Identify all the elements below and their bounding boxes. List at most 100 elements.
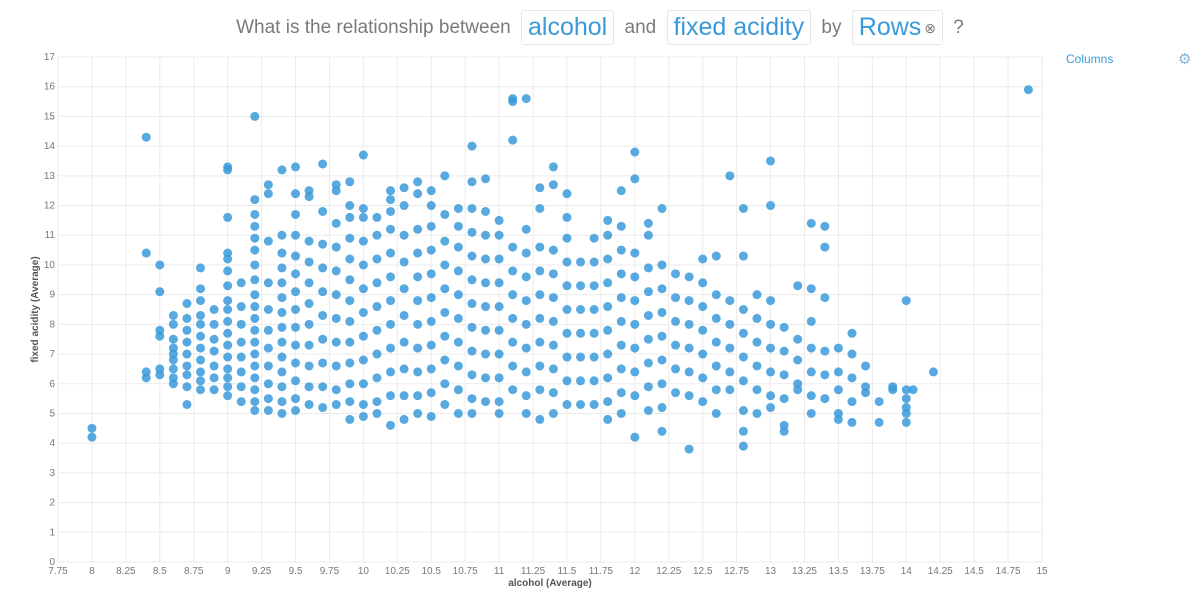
data-point[interactable] (562, 305, 572, 314)
data-point[interactable] (426, 340, 436, 350)
data-point[interactable] (277, 322, 287, 332)
data-point[interactable] (548, 340, 558, 350)
data-point[interactable] (291, 162, 301, 172)
data-point[interactable] (630, 343, 640, 353)
data-point[interactable] (331, 313, 341, 323)
data-point[interactable] (196, 376, 206, 386)
data-point[interactable] (630, 319, 640, 329)
data-point[interactable] (250, 245, 260, 255)
data-point[interactable] (372, 302, 382, 312)
data-point[interactable] (806, 316, 816, 326)
data-point[interactable] (535, 337, 545, 347)
data-point[interactable] (698, 349, 708, 359)
data-point[interactable] (725, 296, 735, 306)
data-point[interactable] (250, 385, 260, 395)
data-point[interactable] (562, 328, 572, 338)
data-point[interactable] (209, 373, 219, 383)
data-point[interactable] (698, 302, 708, 312)
data-point[interactable] (263, 278, 273, 288)
data-point[interactable] (236, 382, 246, 392)
data-point[interactable] (508, 385, 518, 395)
data-point[interactable] (603, 254, 613, 264)
data-point[interactable] (684, 391, 694, 401)
data-point[interactable] (168, 355, 178, 365)
data-point[interactable] (562, 400, 572, 410)
data-point[interactable] (372, 230, 382, 240)
data-point[interactable] (738, 406, 748, 415)
data-point[interactable] (345, 177, 355, 187)
data-point[interactable] (657, 260, 667, 270)
data-point[interactable] (508, 97, 518, 107)
data-point[interactable] (250, 302, 260, 312)
data-point[interactable] (345, 212, 355, 222)
data-point[interactable] (209, 361, 219, 371)
data-point[interactable] (196, 319, 206, 329)
data-point[interactable] (589, 376, 599, 386)
data-point[interactable] (548, 162, 558, 172)
data-point[interactable] (358, 379, 368, 389)
data-point[interactable] (209, 346, 219, 356)
data-point[interactable] (684, 343, 694, 353)
data-point[interactable] (806, 408, 816, 418)
data-point[interactable] (616, 293, 626, 303)
data-point[interactable] (698, 325, 708, 335)
data-point[interactable] (236, 302, 246, 312)
data-point[interactable] (318, 382, 328, 392)
data-point[interactable] (453, 385, 463, 395)
data-point[interactable] (752, 337, 762, 347)
data-point[interactable] (331, 242, 341, 252)
data-point[interactable] (494, 408, 504, 418)
data-point[interactable] (182, 313, 192, 323)
data-point[interactable] (250, 361, 260, 371)
data-point[interactable] (196, 385, 206, 395)
data-point[interactable] (399, 183, 409, 193)
data-point[interactable] (440, 284, 450, 294)
data-point[interactable] (372, 397, 382, 407)
data-point[interactable] (779, 346, 789, 356)
data-point[interactable] (236, 367, 246, 377)
data-point[interactable] (250, 406, 260, 415)
data-point[interactable] (318, 287, 328, 297)
data-point[interactable] (766, 343, 776, 353)
data-point[interactable] (643, 218, 653, 228)
measure-x-selector[interactable]: alcohol (521, 10, 615, 45)
data-point[interactable] (725, 367, 735, 377)
data-point[interactable] (698, 278, 708, 288)
data-point[interactable] (603, 414, 613, 424)
data-point[interactable] (291, 287, 301, 297)
data-point[interactable] (453, 313, 463, 323)
data-point[interactable] (304, 278, 314, 288)
data-point[interactable] (562, 212, 572, 222)
data-point[interactable] (155, 287, 165, 297)
data-point[interactable] (263, 343, 273, 353)
data-point[interactable] (874, 397, 884, 407)
data-point[interactable] (386, 367, 396, 377)
data-point[interactable] (440, 379, 450, 389)
data-point[interactable] (345, 414, 355, 424)
data-point[interactable] (291, 209, 301, 219)
data-point[interactable] (209, 334, 219, 344)
data-point[interactable] (874, 417, 884, 427)
data-point[interactable] (399, 364, 409, 374)
data-point[interactable] (779, 370, 789, 380)
data-point[interactable] (494, 349, 504, 359)
data-point[interactable] (820, 394, 830, 404)
data-point[interactable] (223, 305, 233, 314)
data-point[interactable] (263, 189, 273, 199)
data-point[interactable] (331, 361, 341, 371)
data-point[interactable] (291, 394, 301, 404)
data-point[interactable] (386, 195, 396, 205)
data-point[interactable] (372, 373, 382, 383)
data-point[interactable] (738, 352, 748, 362)
data-point[interactable] (87, 432, 97, 442)
data-point[interactable] (725, 343, 735, 353)
data-point[interactable] (671, 316, 681, 326)
data-point[interactable] (318, 206, 328, 216)
data-point[interactable] (386, 248, 396, 258)
data-point[interactable] (399, 337, 409, 347)
data-point[interactable] (277, 337, 287, 347)
data-point[interactable] (521, 94, 531, 104)
data-point[interactable] (196, 331, 206, 341)
data-point[interactable] (87, 423, 97, 433)
data-point[interactable] (358, 260, 368, 270)
